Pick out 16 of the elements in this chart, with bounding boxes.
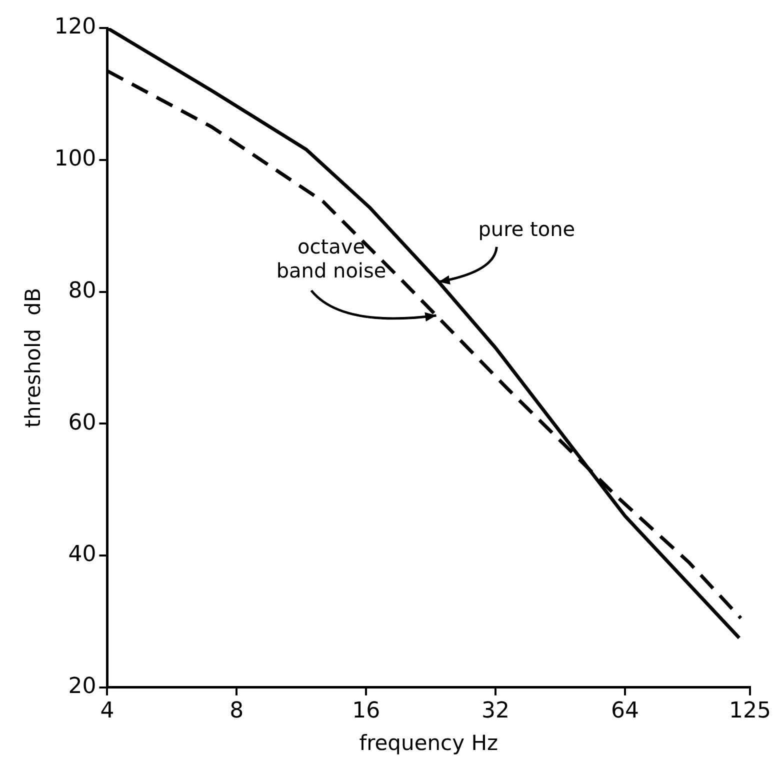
x-tick-label: 125 [729, 698, 772, 724]
x-tick-label: 32 [482, 698, 510, 724]
y-tick-label: 80 [68, 278, 96, 304]
y-tick-label: 100 [54, 146, 96, 172]
x-tick-label: 4 [100, 698, 114, 724]
x-tick-label: 16 [352, 698, 380, 724]
x-tick-label: 8 [230, 698, 244, 724]
annotation: octave band noise [276, 234, 386, 283]
x-axis-title: frequency Hz [359, 730, 498, 755]
y-tick-label: 20 [68, 674, 96, 700]
y-tick-label: 60 [68, 410, 96, 436]
x-tick-label: 64 [610, 698, 639, 724]
y-tick-label: 40 [68, 542, 96, 568]
annotation: pure tone [478, 217, 576, 242]
y-axis-title: threshold dB [21, 288, 46, 428]
y-tick-label: 120 [54, 14, 96, 40]
